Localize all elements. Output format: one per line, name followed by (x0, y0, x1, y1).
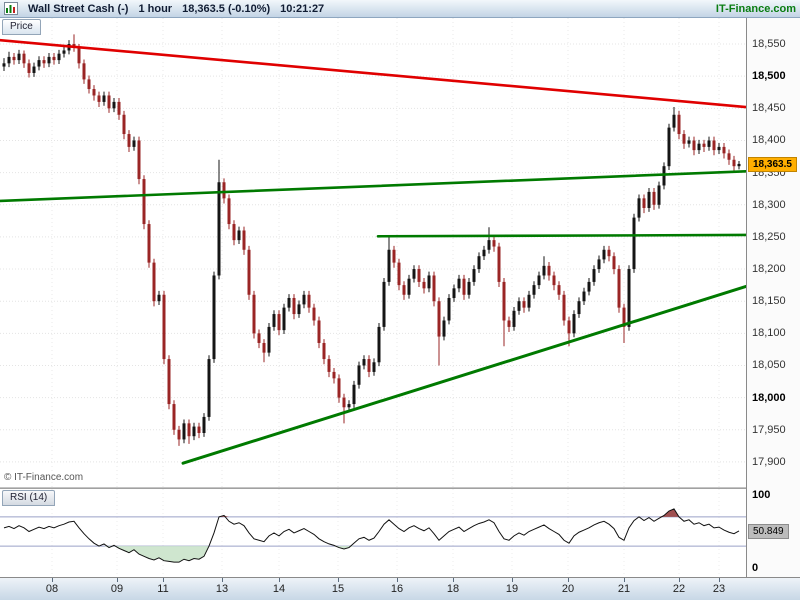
time-axis-tick (52, 578, 53, 582)
time-axis-tick (163, 578, 164, 582)
time-axis-label: 15 (331, 583, 345, 595)
price-axis-label: 18,400 (752, 134, 786, 147)
time-axis-tick (719, 578, 720, 582)
time-axis-tick (222, 578, 223, 582)
chart-icon (4, 2, 18, 15)
symbol-label: Wall Street Cash (-) (28, 2, 129, 15)
rsi-axis-label: 0 (752, 562, 759, 574)
price-chart-pane[interactable] (0, 18, 746, 487)
time-axis-label: 21 (617, 583, 631, 595)
time-axis-tick (679, 578, 680, 582)
time-axis-label: 08 (45, 583, 59, 595)
time-axis[interactable]: 08 09 11 13 14 15 16 18 19 20 21 22 23 (0, 577, 800, 600)
time-axis-tick (397, 578, 398, 582)
rsi-value-badge: 50.849 (748, 523, 789, 539)
header-bar: Wall Street Cash (-) 1 hour 18,363.5 (-0… (0, 0, 800, 18)
price-axis-label: 18,050 (752, 359, 786, 372)
time-axis-tick (117, 578, 118, 582)
clock-label: 10:21:27 (280, 2, 325, 15)
time-axis-label: 09 (110, 583, 124, 595)
time-axis-tick (624, 578, 625, 582)
time-axis-label: 11 (157, 583, 169, 595)
rsi-chart-pane[interactable] (0, 489, 746, 577)
time-axis-label: 13 (215, 583, 229, 595)
time-axis-label: 18 (446, 583, 460, 595)
rsi-axis-label: 100 (752, 489, 771, 501)
time-axis-label: 20 (561, 583, 575, 595)
time-axis-label: 14 (272, 583, 286, 595)
price-axis-label: 18,200 (752, 263, 786, 276)
price-axis[interactable]: 18,550 18,500 18,450 18,400 18,350 18,300 18,2… (746, 18, 800, 577)
price-axis-label: 18,550 (752, 38, 786, 51)
price-axis-label: 17,900 (752, 455, 786, 468)
price-axis-label: 18,250 (752, 230, 786, 243)
time-axis-tick (338, 578, 339, 582)
time-axis-tick (568, 578, 569, 582)
price-axis-label: 18,000 (752, 391, 786, 404)
time-axis-tick (453, 578, 454, 582)
time-axis-label: 19 (505, 583, 519, 595)
rsi-chart-canvas[interactable] (0, 489, 746, 577)
time-axis-tick (512, 578, 513, 582)
time-axis-label: 23 (712, 583, 726, 595)
tab-price[interactable]: Price (2, 19, 41, 35)
price-axis-label: 18,500 (752, 70, 786, 83)
last-price-badge: 18,363.5 (748, 156, 797, 172)
brand-link[interactable]: IT-Finance.com (715, 2, 796, 15)
tab-rsi[interactable]: RSI (14) (2, 490, 56, 506)
price-chart-canvas[interactable] (0, 18, 746, 487)
time-axis-label: 16 (390, 583, 404, 595)
copyright-label: © IT-Finance.com (4, 472, 84, 483)
time-axis-tick (279, 578, 280, 582)
timeframe-label: 1 hour (138, 2, 173, 15)
price-axis-label: 18,100 (752, 327, 786, 340)
pane-divider[interactable] (0, 487, 800, 489)
quote-label: 18,363.5 (-0.10%) (182, 2, 271, 15)
time-axis-label: 22 (672, 583, 686, 595)
price-axis-label: 18,150 (752, 295, 786, 308)
price-axis-label: 17,950 (752, 423, 786, 436)
price-axis-label: 18,450 (752, 102, 786, 115)
price-axis-label: 18,300 (752, 198, 786, 211)
